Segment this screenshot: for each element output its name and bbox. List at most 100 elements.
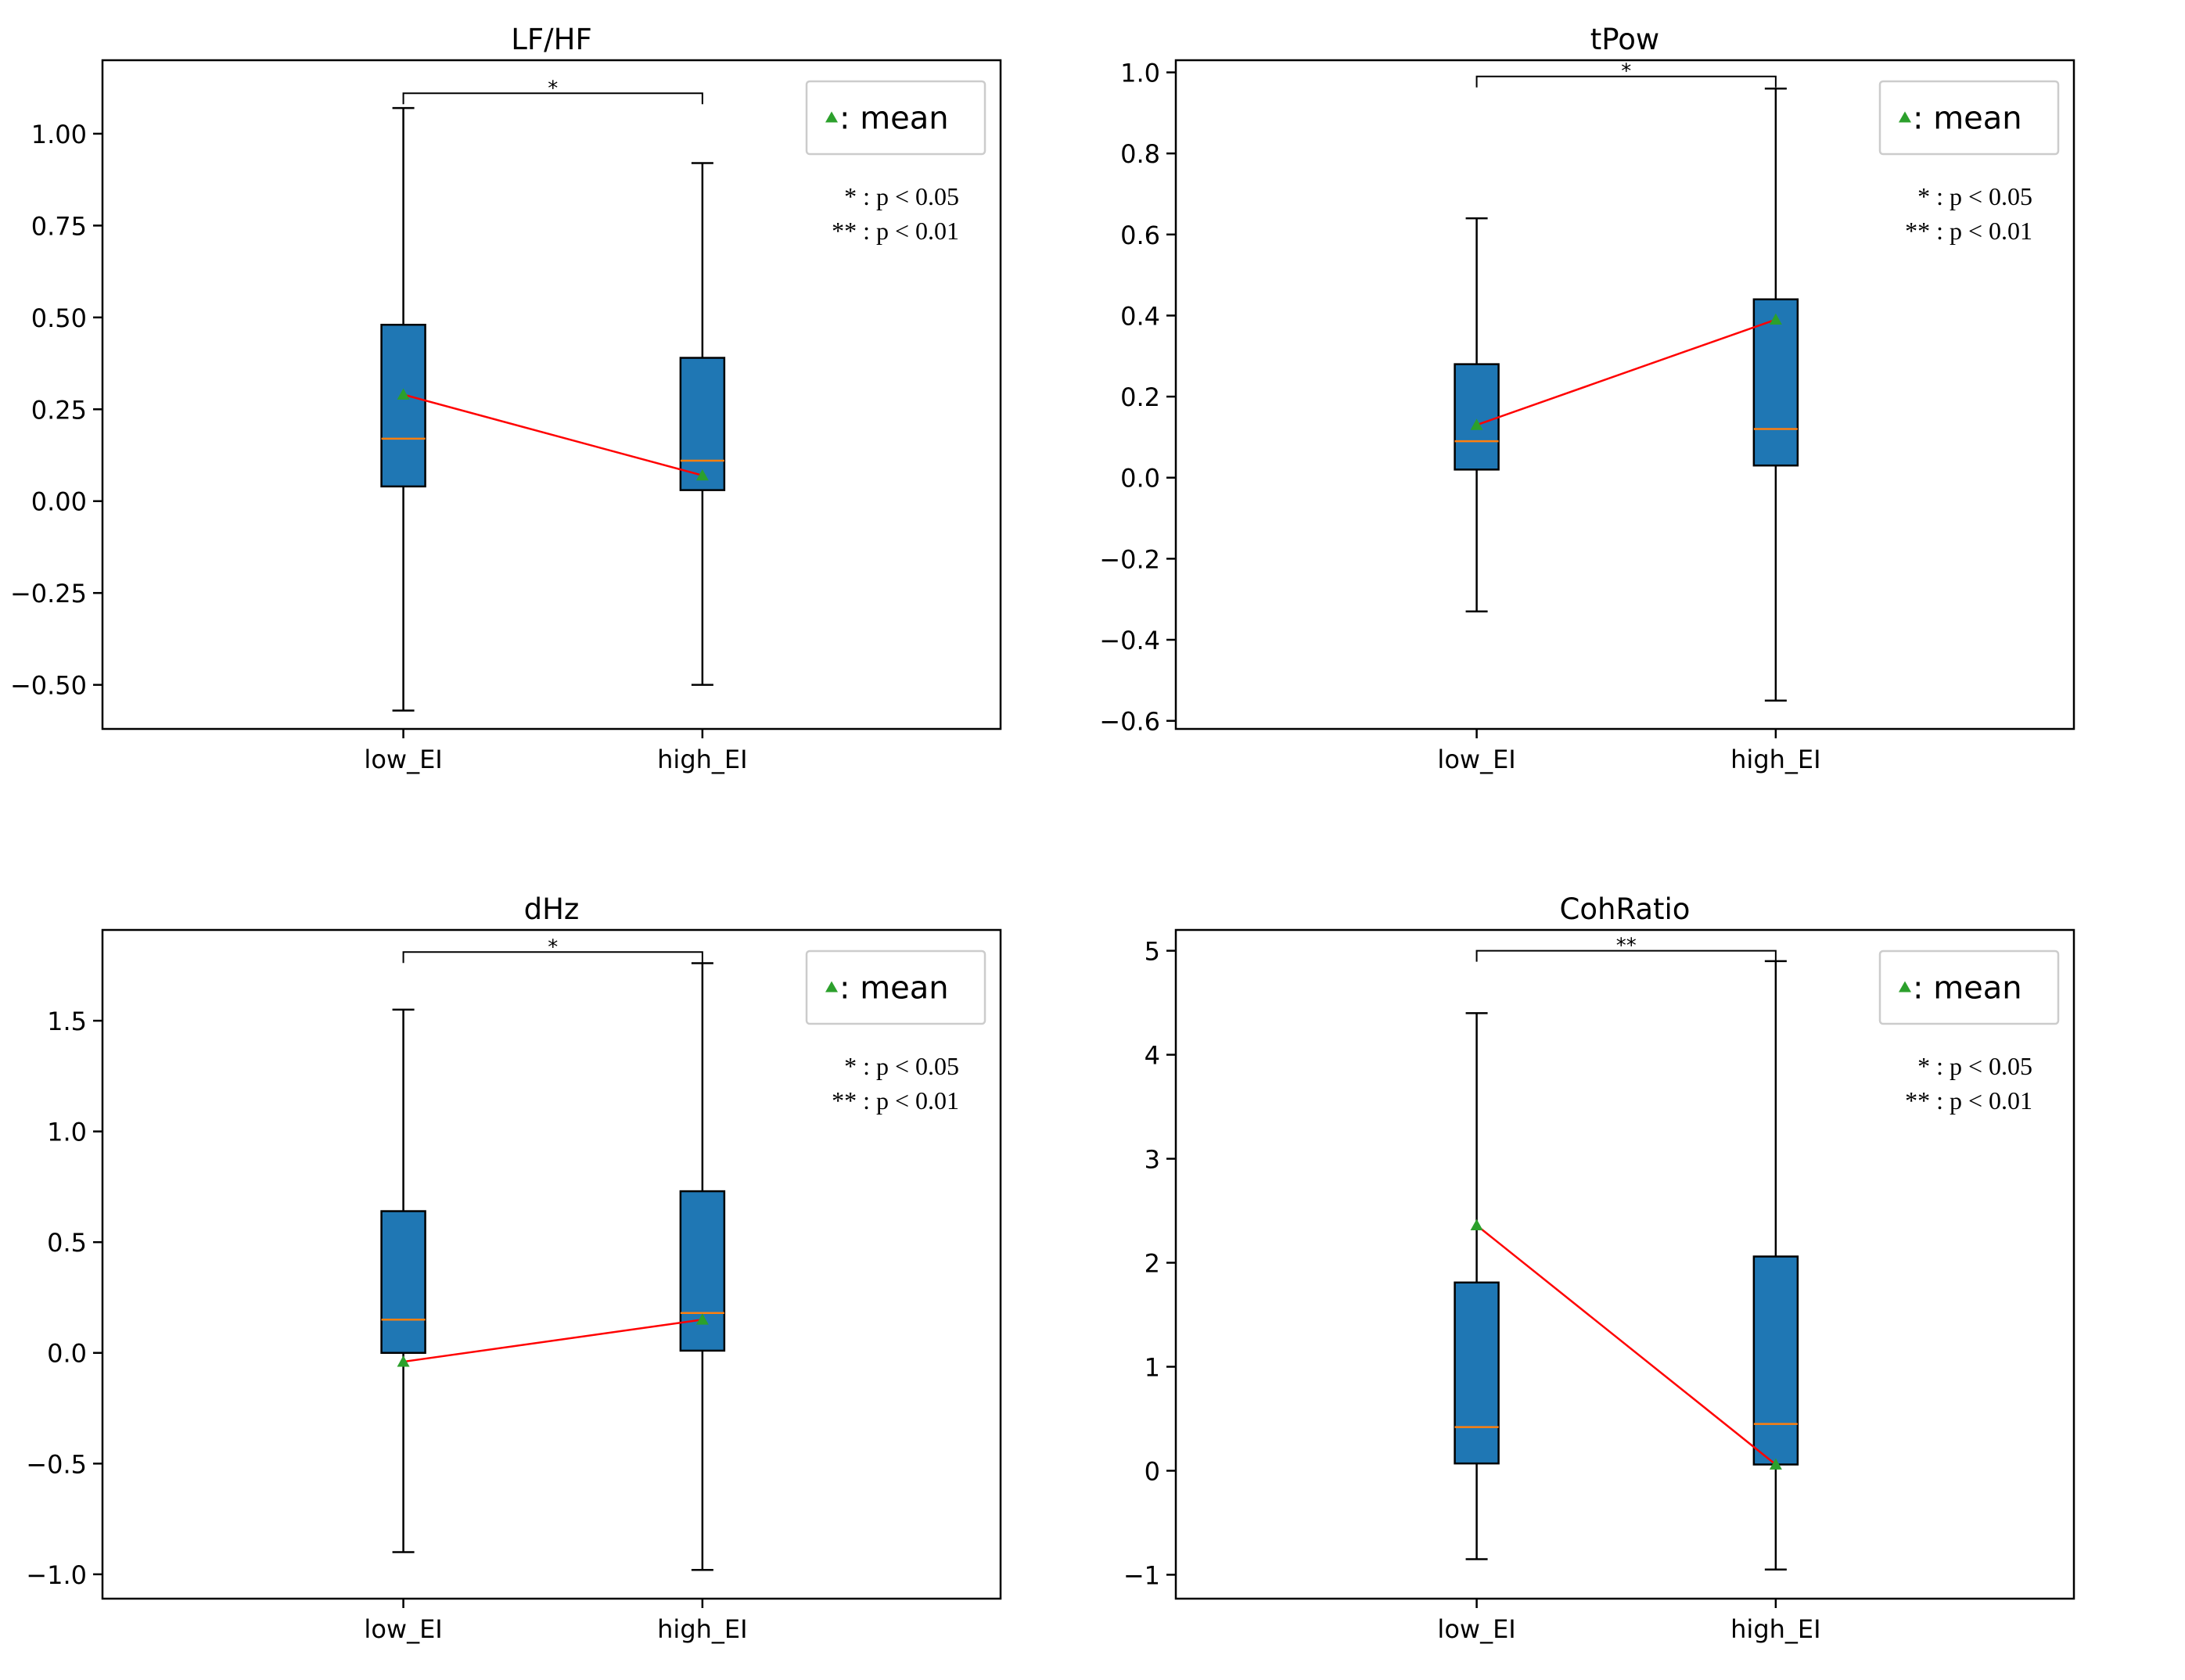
y-tick-label: 2	[1145, 1249, 1160, 1279]
chart-panel-1: LF/HF −0.50 −0.25 0.00 0.25 0.50 0.75 1.00 low_E…	[10, 23, 1002, 774]
y-tick-label: 0.00	[31, 487, 87, 517]
y-tick-label: −0.25	[10, 579, 87, 608]
mean-marker	[397, 1355, 410, 1367]
mean-marker	[1769, 1458, 1782, 1470]
y-tick-label: 1.0	[1120, 59, 1160, 88]
mean-marker	[695, 468, 709, 481]
box-high_EI	[1752, 960, 1799, 1571]
box-high_EI	[1752, 88, 1799, 702]
y-tick-label: 1.00	[31, 120, 87, 149]
y-tick-label: 1.0	[47, 1118, 87, 1147]
x-tick-label: low_EI	[364, 745, 442, 774]
box-high_EI	[679, 162, 726, 686]
p-value-note: ** : p < 0.01	[832, 1086, 959, 1115]
iqr-box	[380, 323, 426, 488]
axes-frame	[101, 59, 1002, 731]
box-low_EI	[380, 1008, 426, 1553]
y-tick-label: −0.6	[1099, 707, 1160, 737]
significance-bracket	[1475, 949, 1777, 962]
chart-title: CohRatio	[1560, 892, 1691, 926]
significance-stars: *	[1621, 60, 1631, 84]
mean-line	[1475, 1224, 1777, 1466]
significance-stars: **	[1616, 935, 1637, 958]
significance-bracket	[402, 92, 703, 105]
y-tick-label: 0.0	[1120, 464, 1160, 494]
mean-marker	[397, 388, 410, 400]
x-tick-label: high_EI	[1730, 1614, 1820, 1644]
p-value-note: * : p < 0.05	[1917, 182, 2032, 210]
x-tick-label: low_EI	[1437, 1614, 1515, 1644]
chart-title: LF/HF	[511, 23, 591, 56]
y-tick-label: 0.75	[31, 211, 87, 241]
axes-frame	[101, 928, 1002, 1600]
legend-label: : mean	[1913, 101, 2022, 137]
iqr-box	[1454, 363, 1500, 471]
legend-label: : mean	[839, 971, 949, 1007]
box-low_EI	[1454, 217, 1500, 612]
iqr-box	[679, 1190, 726, 1352]
legend-label: : mean	[1913, 971, 2022, 1007]
mean-marker	[1769, 313, 1782, 325]
p-value-note: ** : p < 0.01	[1905, 217, 2032, 245]
axes-frame	[1174, 928, 2075, 1600]
p-value-note: * : p < 0.05	[844, 182, 959, 210]
legend-box	[805, 949, 986, 1025]
mean-marker	[1470, 418, 1483, 430]
mean-marker	[695, 1313, 709, 1325]
p-value-note: ** : p < 0.01	[1905, 1086, 2032, 1115]
significance-stars: *	[548, 77, 558, 100]
y-tick-label: 0	[1145, 1456, 1160, 1486]
x-tick-label: low_EI	[364, 1614, 442, 1644]
iqr-box	[1454, 1281, 1500, 1465]
mean-line	[403, 1319, 703, 1363]
significance-bracket	[1475, 75, 1777, 88]
legend-box	[805, 80, 986, 156]
y-tick-label: −0.50	[10, 671, 87, 701]
y-tick-label: −0.2	[1099, 544, 1160, 574]
mean-marker	[1470, 1219, 1483, 1231]
x-tick-label: low_EI	[1437, 745, 1515, 774]
axes-frame	[1174, 59, 2075, 731]
legend-mean-marker	[825, 111, 838, 123]
legend-mean-marker	[1899, 981, 1911, 993]
y-tick-label: 0.2	[1120, 382, 1160, 412]
legend-label: : mean	[839, 101, 949, 137]
y-tick-label: 4	[1145, 1041, 1160, 1071]
y-tick-label: 0.5	[47, 1228, 87, 1258]
y-tick-label: −0.5	[26, 1449, 87, 1479]
iqr-box	[380, 1210, 426, 1354]
y-tick-label: 0.6	[1120, 221, 1160, 250]
y-tick-label: 0.8	[1120, 139, 1160, 169]
box-low_EI	[1454, 1012, 1500, 1560]
mean-line	[1476, 318, 1777, 426]
p-value-note: * : p < 0.05	[1917, 1052, 2032, 1080]
y-tick-label: 0.50	[31, 303, 87, 333]
box-low_EI	[380, 106, 426, 712]
chart-panel-4: CohRatio −1 0 1 2 3 4 5 low_EI high_EI ** : mean * :…	[1123, 892, 2075, 1644]
significance-bracket	[402, 951, 703, 964]
y-tick-label: −0.4	[1099, 626, 1160, 655]
significance-stars: *	[548, 935, 558, 959]
y-tick-label: 3	[1145, 1145, 1160, 1175]
p-value-note: * : p < 0.05	[844, 1052, 959, 1080]
chart-title: dHz	[524, 892, 580, 926]
x-tick-label: high_EI	[1730, 745, 1820, 774]
y-tick-label: 0.0	[47, 1339, 87, 1369]
mean-line	[403, 393, 703, 477]
legend-mean-marker	[825, 981, 838, 993]
y-tick-label: 5	[1145, 937, 1160, 967]
chart-title: tPow	[1590, 23, 1659, 56]
legend-box	[1878, 80, 2060, 156]
y-tick-label: −1.0	[26, 1560, 87, 1590]
y-tick-label: 1	[1145, 1352, 1160, 1382]
iqr-box	[1752, 298, 1799, 467]
y-tick-label: 1.5	[47, 1007, 87, 1036]
iqr-box	[1752, 1255, 1799, 1466]
x-tick-label: high_EI	[657, 745, 747, 774]
legend-box	[1878, 949, 2060, 1025]
y-tick-label: −1	[1123, 1560, 1160, 1590]
x-tick-label: high_EI	[657, 1614, 747, 1644]
y-tick-label: 0.25	[31, 395, 87, 425]
